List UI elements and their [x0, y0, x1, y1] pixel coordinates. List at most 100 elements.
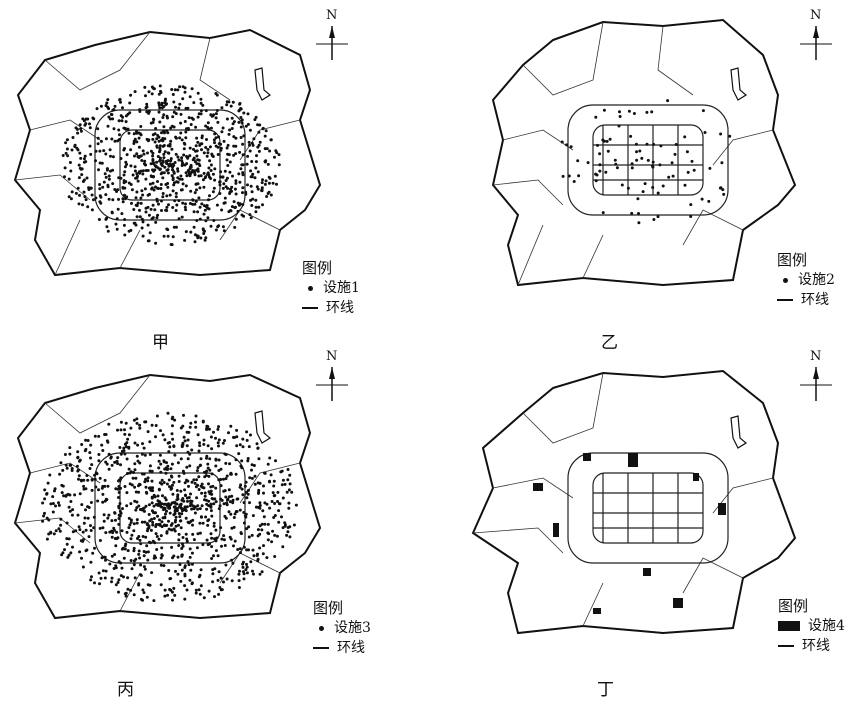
facility-point [635, 158, 639, 162]
facility-point [160, 553, 164, 557]
facility-point [45, 537, 49, 541]
facility-point [119, 463, 122, 467]
facility-point [206, 523, 210, 527]
facility-point [222, 538, 226, 542]
facility-point [87, 535, 91, 539]
facility-point [189, 189, 193, 193]
facility-point [156, 166, 160, 170]
facility-point [122, 173, 126, 177]
facility-point [646, 158, 650, 162]
facility-point [145, 544, 149, 548]
facility-point [241, 560, 245, 564]
facility-point [240, 466, 244, 470]
facility-point [257, 491, 260, 495]
facility-point [217, 135, 221, 139]
facility-point [268, 479, 271, 483]
facility-point [220, 208, 224, 212]
facility-point [215, 109, 219, 112]
facility-point [76, 186, 80, 190]
facility-point [185, 430, 189, 434]
facility-point [214, 464, 218, 468]
facility-point [594, 179, 598, 183]
facility-point [116, 428, 119, 432]
facility-point [632, 112, 636, 115]
facility-point [174, 191, 178, 195]
facility-point [233, 436, 236, 439]
facility-point [178, 102, 182, 106]
facility-point [161, 433, 165, 437]
facility-point [111, 168, 115, 172]
facility-point [156, 523, 160, 526]
facility-point [162, 460, 166, 464]
facility-point [179, 112, 183, 116]
facility-point [227, 132, 231, 136]
facility-point [209, 113, 213, 117]
facility-point [135, 215, 139, 219]
facility-point [110, 113, 114, 117]
facility-point [110, 210, 114, 214]
facility-point [114, 544, 118, 548]
facility-point [171, 556, 174, 560]
facility-point [126, 472, 129, 475]
facility-point [135, 176, 139, 180]
facility-point [140, 226, 144, 230]
facility-point [262, 484, 265, 488]
facility-point [107, 452, 111, 456]
facility-point [64, 494, 68, 498]
facility-point [241, 203, 245, 207]
facility-point [138, 461, 142, 465]
facility-point [117, 517, 121, 520]
facility-point [117, 522, 121, 526]
facility-point [222, 182, 226, 186]
facility-point [216, 441, 220, 445]
facility-point [177, 158, 181, 162]
facility-point [183, 120, 187, 123]
facility-point [640, 156, 644, 160]
facility-point [88, 126, 92, 130]
facility-point [137, 583, 141, 587]
facility-point [273, 502, 277, 505]
facility-point [166, 131, 170, 135]
facility-point [264, 129, 268, 133]
facility-point [193, 202, 197, 206]
facility-point [184, 516, 188, 520]
facility-point [58, 529, 62, 533]
facility-point [212, 521, 216, 525]
facility-point [195, 154, 199, 158]
facility-point [97, 168, 100, 172]
facility-point [116, 581, 120, 584]
facility-point [63, 175, 66, 179]
facility-point [195, 478, 199, 482]
facility-point [650, 110, 654, 114]
facility-point [598, 152, 602, 156]
facility-point [224, 477, 228, 481]
facility-point [244, 568, 248, 572]
facility-point [104, 497, 108, 501]
facility-point [145, 102, 149, 106]
facility-point [234, 192, 238, 196]
facility-point [195, 469, 199, 473]
facility-point [151, 523, 155, 527]
facility-point [164, 97, 167, 101]
facility-point [118, 446, 122, 449]
facility-point [258, 504, 262, 507]
facility-point [175, 203, 179, 207]
facility-point [152, 599, 156, 603]
facility-point [174, 136, 178, 140]
facility-point [81, 539, 85, 543]
facility-point [165, 194, 169, 198]
facility-point [192, 478, 196, 482]
facility-point [165, 205, 169, 209]
facility-point [119, 511, 123, 515]
facility-point [219, 142, 223, 146]
facility-point [176, 495, 180, 499]
facility-point [159, 183, 163, 186]
facility-point [207, 166, 211, 170]
facility-point [96, 142, 100, 146]
facility-point [216, 153, 220, 156]
facility-point [248, 476, 252, 480]
facility-point [673, 152, 677, 156]
facility-point [63, 453, 67, 456]
facility-point [254, 115, 258, 119]
facility-point [221, 126, 225, 130]
